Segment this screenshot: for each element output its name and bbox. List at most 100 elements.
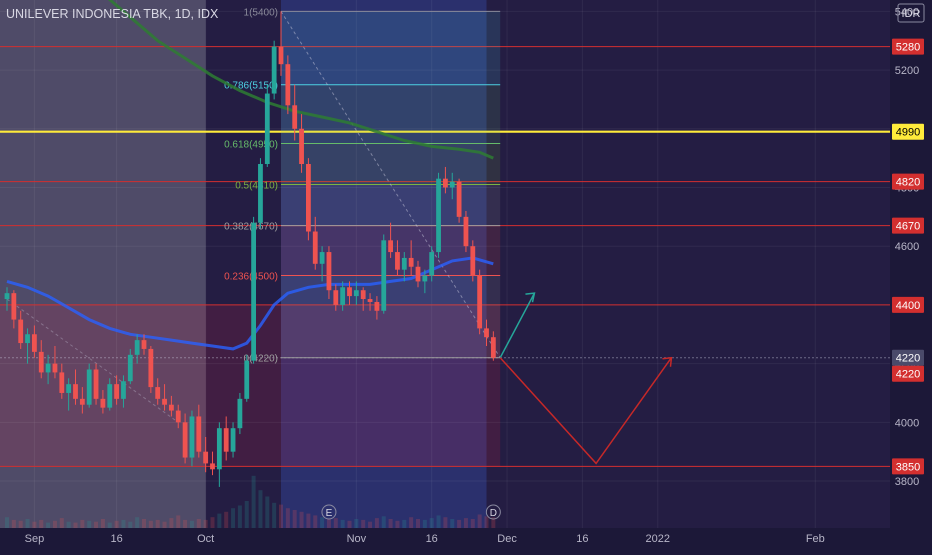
candle-body[interactable] xyxy=(278,46,284,65)
candle-body[interactable] xyxy=(196,416,202,452)
candle-body[interactable] xyxy=(367,299,373,302)
candle-body[interactable] xyxy=(484,328,489,338)
candle-body[interactable] xyxy=(347,287,352,297)
candle-body[interactable] xyxy=(395,252,400,270)
candle-body[interactable] xyxy=(182,422,188,458)
candle-body[interactable] xyxy=(114,384,119,399)
event-marker-label: D xyxy=(490,508,497,519)
candle-body[interactable] xyxy=(477,275,483,329)
candle-body[interactable] xyxy=(258,164,263,223)
candle-body[interactable] xyxy=(127,354,133,382)
event-marker-D[interactable]: D xyxy=(485,504,501,520)
candle-body[interactable] xyxy=(312,231,318,264)
candle-body[interactable] xyxy=(388,240,393,253)
candle-body[interactable] xyxy=(401,257,407,270)
candle-body[interactable] xyxy=(107,384,113,408)
candle-body[interactable] xyxy=(463,216,469,247)
event-marker-E[interactable]: E xyxy=(321,504,337,520)
candle-body[interactable] xyxy=(230,428,236,452)
candle-body[interactable] xyxy=(66,384,72,393)
candle-body[interactable] xyxy=(93,369,99,399)
candle-body[interactable] xyxy=(456,181,462,217)
candle-body[interactable] xyxy=(326,252,332,291)
candle-body[interactable] xyxy=(32,334,37,352)
candle-body[interactable] xyxy=(18,319,24,344)
candle-body[interactable] xyxy=(306,164,311,232)
volume-bar xyxy=(196,519,201,528)
volume-bar xyxy=(46,522,51,528)
candle-body[interactable] xyxy=(415,266,421,282)
candle-body[interactable] xyxy=(148,348,154,388)
candle-body[interactable] xyxy=(59,372,65,393)
time-axis[interactable] xyxy=(0,528,932,550)
candle-body[interactable] xyxy=(11,293,17,320)
candle-body[interactable] xyxy=(86,369,92,405)
candle-body[interactable] xyxy=(223,428,229,452)
price-axis[interactable] xyxy=(890,0,932,550)
candle-body[interactable] xyxy=(38,351,44,373)
volume-bar xyxy=(80,519,85,528)
candle-body[interactable] xyxy=(175,410,181,423)
candle-body[interactable] xyxy=(422,275,428,282)
candle-body[interactable] xyxy=(264,93,270,164)
candle-body[interactable] xyxy=(73,384,78,399)
volume-bar xyxy=(128,521,133,528)
candle-body[interactable] xyxy=(408,257,414,267)
time-tick-label: Sep xyxy=(25,533,45,545)
candle-body[interactable] xyxy=(79,398,85,405)
candle-body[interactable] xyxy=(360,290,366,300)
candle-body[interactable] xyxy=(210,463,215,470)
price-tag-box xyxy=(892,458,924,475)
candle-body[interactable] xyxy=(141,340,147,349)
candle-body[interactable] xyxy=(490,337,496,358)
candle-body[interactable] xyxy=(470,246,476,276)
candle-body[interactable] xyxy=(134,340,140,355)
candle-body[interactable] xyxy=(169,404,174,411)
candle-body[interactable] xyxy=(4,293,10,300)
price-tag-4220: 4220 xyxy=(892,365,924,382)
candle-body[interactable] xyxy=(449,181,455,188)
volume-bar xyxy=(333,518,338,528)
candle-body[interactable] xyxy=(203,451,209,464)
candle-body[interactable] xyxy=(374,301,380,311)
candle-body[interactable] xyxy=(353,290,359,297)
candle-body[interactable] xyxy=(216,428,222,470)
candle-body[interactable] xyxy=(155,387,161,399)
volume-bar xyxy=(203,519,208,528)
candle-body[interactable] xyxy=(333,290,339,305)
volume-bar xyxy=(381,516,386,528)
candle-body[interactable] xyxy=(100,398,106,408)
candle-body[interactable] xyxy=(340,287,346,305)
scenario-up-arrow[interactable] xyxy=(499,292,536,359)
scenario-down-arrow[interactable] xyxy=(499,357,673,465)
candle-body[interactable] xyxy=(285,64,291,106)
volume-bar xyxy=(169,518,174,528)
volume-bar xyxy=(107,522,112,528)
candle-body[interactable] xyxy=(121,381,126,399)
candle-body[interactable] xyxy=(162,398,167,405)
volume-bar xyxy=(162,521,167,528)
candle-body[interactable] xyxy=(251,222,256,361)
price-tag-4990: 4990 xyxy=(892,123,924,140)
volume-bar xyxy=(224,511,229,528)
candle-body[interactable] xyxy=(271,46,277,94)
candle-body[interactable] xyxy=(25,334,30,344)
candle-body[interactable] xyxy=(319,252,325,264)
candle-body[interactable] xyxy=(189,416,195,458)
candle-body[interactable] xyxy=(292,105,298,129)
candle-body[interactable] xyxy=(52,363,58,373)
volume-bar xyxy=(313,515,318,528)
candle-body[interactable] xyxy=(443,178,448,188)
candle-body[interactable] xyxy=(429,252,435,276)
candle-body[interactable] xyxy=(299,128,304,164)
currency-badge[interactable]: IDR xyxy=(897,3,925,23)
price-tag-3850: 3850 xyxy=(892,458,924,475)
candle-body[interactable] xyxy=(436,178,441,253)
volume-bar xyxy=(114,520,119,528)
candle-body[interactable] xyxy=(237,398,243,429)
candle-body[interactable] xyxy=(45,363,51,373)
candle-body[interactable] xyxy=(381,240,387,311)
candle-body[interactable] xyxy=(244,360,250,399)
